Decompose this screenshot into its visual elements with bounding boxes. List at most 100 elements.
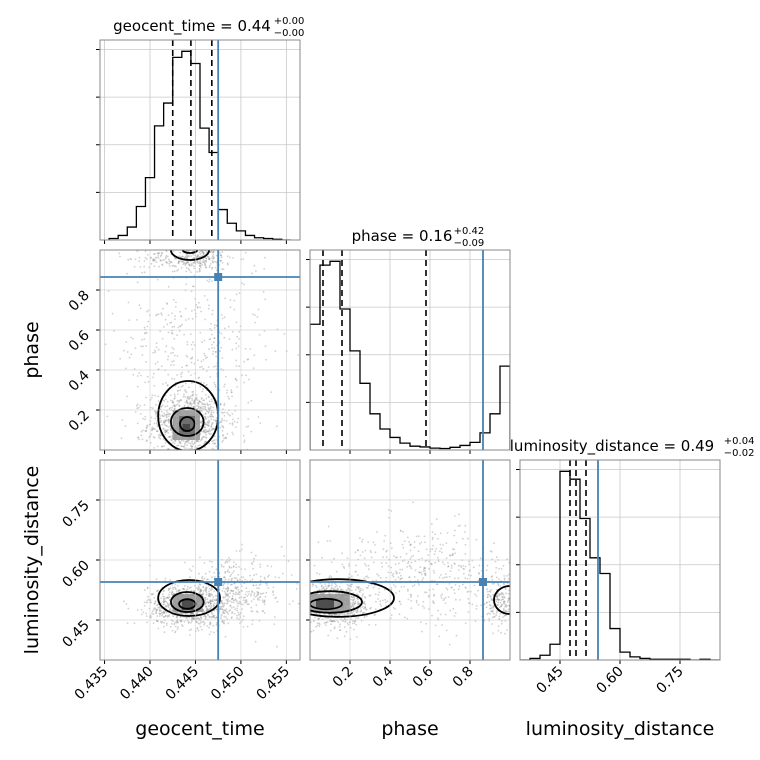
scatter-point — [195, 398, 198, 401]
scatter-point — [192, 402, 195, 405]
scatter-point — [202, 579, 205, 581]
scatter-point — [206, 430, 208, 432]
scatter-point — [153, 265, 156, 268]
scatter-point — [219, 402, 222, 405]
scatter-point — [203, 622, 206, 624]
scatter-point — [423, 591, 426, 594]
scatter-point — [177, 403, 179, 406]
scatter-point — [235, 342, 238, 345]
scatter-point — [219, 260, 222, 262]
scatter-point — [174, 440, 177, 443]
scatter-point — [496, 604, 499, 606]
scatter-point — [360, 610, 363, 613]
scatter-point — [152, 613, 155, 616]
scatter-point — [436, 537, 439, 540]
scatter-point — [499, 585, 502, 587]
scatter-point — [445, 587, 448, 590]
scatter-point — [166, 262, 169, 264]
scatter-point — [454, 612, 457, 614]
scatter-point — [187, 260, 189, 263]
scatter-point — [203, 260, 205, 262]
scatter-point — [220, 606, 223, 608]
scatter-point — [215, 568, 218, 571]
scatter-point — [179, 247, 181, 249]
scatter-point — [385, 556, 388, 558]
scatter-point — [205, 266, 208, 269]
scatter-point — [252, 367, 255, 370]
scatter-point — [275, 425, 278, 428]
scatter-point — [159, 259, 162, 262]
scatter-point — [464, 577, 467, 579]
scatter-point — [215, 445, 218, 448]
scatter-point — [146, 325, 149, 328]
scatter-point — [199, 407, 202, 410]
scatter-point — [219, 426, 222, 429]
scatter-point — [197, 377, 200, 380]
scatter-point — [236, 421, 239, 424]
scatter-point — [162, 326, 165, 328]
scatter-point — [292, 600, 294, 602]
scatter-point — [181, 260, 184, 263]
scatter-point — [238, 365, 241, 368]
scatter-point — [190, 290, 193, 293]
scatter-point — [451, 554, 453, 557]
scatter-point — [367, 568, 370, 571]
scatter-point — [244, 578, 246, 581]
scatter-point — [245, 426, 248, 428]
scatter-point — [386, 600, 389, 603]
scatter-point — [204, 416, 207, 418]
scatter-point — [477, 589, 479, 592]
scatter-point — [253, 592, 256, 595]
scatter-point — [502, 616, 504, 618]
scatter-point — [211, 576, 213, 579]
scatter-point — [208, 601, 211, 604]
scatter-point — [232, 592, 235, 595]
scatter-point — [257, 416, 260, 418]
scatter-point — [166, 596, 169, 599]
scatter-point — [401, 560, 404, 562]
scatter-point — [214, 442, 216, 445]
scatter-point — [158, 435, 161, 437]
scatter-point — [207, 424, 210, 427]
scatter-point — [166, 451, 168, 453]
scatter-point — [423, 535, 426, 538]
scatter-point — [305, 605, 307, 607]
scatter-point — [221, 608, 224, 611]
scatter-point — [320, 585, 323, 588]
scatter-point — [225, 420, 228, 422]
scatter-point — [207, 411, 210, 413]
x-tick-label: 0.435 — [72, 664, 112, 704]
scatter-point — [346, 612, 349, 614]
scatter-point — [167, 589, 170, 592]
scatter-point — [167, 604, 170, 607]
scatter-point — [206, 356, 208, 359]
scatter-point — [189, 397, 191, 400]
scatter-point — [222, 408, 224, 410]
scatter-point — [424, 567, 426, 570]
scatter-point — [193, 402, 196, 405]
scatter-point — [172, 404, 175, 407]
scatter-point — [140, 609, 143, 611]
scatter-point — [184, 561, 186, 564]
scatter-point — [190, 612, 193, 615]
scatter-point — [211, 255, 214, 257]
scatter-point — [208, 258, 211, 261]
scatter-point — [241, 603, 244, 606]
scatter-point — [220, 599, 223, 602]
scatter-point — [399, 568, 402, 571]
scatter-point — [434, 561, 437, 564]
scatter-point — [305, 587, 307, 589]
scatter-point — [208, 590, 210, 593]
scatter-point — [376, 573, 379, 575]
scatter-point — [495, 600, 498, 603]
scatter-point — [424, 541, 426, 544]
scatter-point — [352, 601, 355, 604]
scatter-point — [333, 627, 336, 630]
scatter-point — [318, 589, 320, 591]
scatter-point — [258, 584, 261, 586]
scatter-point — [290, 614, 292, 616]
scatter-point — [507, 610, 510, 613]
scatter-point — [232, 194, 234, 196]
scatter-point — [201, 341, 204, 344]
scatter-point — [428, 567, 430, 570]
